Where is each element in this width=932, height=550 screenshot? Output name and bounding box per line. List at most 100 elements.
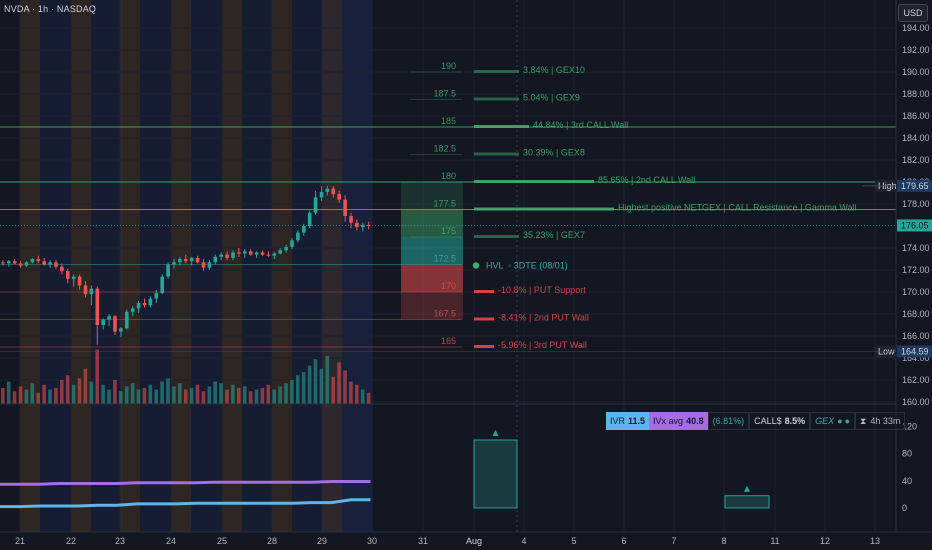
candle-body [337,194,341,200]
price-axis-bg [896,0,932,532]
hvl-dot-icon [472,262,480,269]
candle-body [101,319,105,325]
level-strike-label: 177.5 [433,199,456,209]
candle-body [95,288,100,325]
candle-body [325,188,330,192]
volume-bar [325,356,330,404]
volume-bar [301,372,306,404]
price-tick-label: 184.00 [902,133,930,143]
candle-body [125,311,129,329]
level-text: 3.84% | GEX10 [523,65,585,75]
level-bar [474,97,519,101]
volume-bar [266,384,271,404]
volume-bar [360,389,365,404]
volume-bar [313,359,318,404]
price-tick-label: 174.00 [902,243,930,253]
volume-bar [355,384,359,404]
candle-body [290,240,294,247]
candle-body [178,259,182,263]
candle-body [319,191,324,198]
time-tick-label: 5 [571,536,576,546]
level-strike-label: 185 [441,116,456,126]
candle-body [142,303,147,306]
session-band [242,0,273,532]
volume-bar [101,384,105,404]
high-tag [897,179,932,192]
last-price-tag [897,219,932,232]
price-tick-label: 190.00 [902,67,930,77]
currency-button[interactable]: USD [898,4,928,22]
gex-badge: GEX ● ● [810,412,856,430]
level-zone [401,237,463,265]
candle-body [355,222,359,228]
candle-body [130,308,135,312]
symbol-title[interactable]: NVDA · 1h · NASDAQ [4,4,97,14]
oscillator-line [0,480,371,486]
ivr-value: 11.5 [628,416,646,426]
candle-body [254,252,259,255]
level-strike-label: 165 [441,336,456,346]
session-band [20,0,40,532]
volume-bar [89,381,94,404]
volume-bar [48,389,52,404]
time-tick-label: Aug [466,536,482,546]
volume-bar [207,386,212,404]
candle-body [12,261,17,264]
candle-body [184,259,188,262]
volume-bar [65,375,70,404]
volume-bar [201,391,206,404]
candle-body [366,224,371,226]
candle-body [172,262,176,265]
candle-body [54,262,58,267]
price-tick-label: 194.00 [902,23,930,33]
candle-body [243,251,247,254]
volume-bar [319,368,324,404]
calls-label: CALL$ [754,416,782,426]
candle-body [302,226,306,233]
level-zone [401,182,463,210]
candle-body [1,262,5,264]
level-text: HVL [486,261,504,271]
price-tick-label: 168.00 [902,309,930,319]
time-tick-label: 6 [621,536,626,546]
level-bar [474,207,614,211]
price-tick-label: 192.00 [902,45,930,55]
candle-body [272,253,277,256]
candle-body [154,293,159,299]
low-tag [897,345,932,358]
volume-bar [213,381,217,404]
volume-bar [71,384,76,404]
candle-body [119,328,123,332]
volume-bar [178,383,182,404]
volume-bar [148,384,153,404]
volume-bar [195,384,200,404]
candle-body [42,261,46,265]
candle-body [107,316,111,320]
ivr-label: IVR [610,416,626,426]
session-band [272,0,292,532]
volume-bar [237,388,241,404]
ivx-badge: IVx avg 40.8 [649,412,708,430]
candle-body [89,288,94,295]
volume-bar [95,349,99,404]
volume-bar [154,389,158,404]
session-band [140,0,171,532]
time-tick-label: 12 [820,536,830,546]
level-strike-label: 172.5 [433,254,456,264]
volume-bar [30,383,35,404]
calls-value: 8.5% [784,416,806,426]
volume-bar [12,391,17,404]
volume-bar [1,388,5,404]
session-band [222,0,242,532]
candle-body [313,197,318,213]
level-strike-label: 175 [441,226,456,236]
volume-bar [307,365,312,404]
level-text: ◦ 3DTE (08/01) [508,261,568,271]
volume-bar [260,388,265,404]
level-text: 5.04% | GEX9 [523,93,580,103]
level-zone [401,264,463,292]
ivr-badge: IVR 11.5 [606,412,650,430]
volume-bar [242,386,247,404]
candle-body [48,262,52,265]
